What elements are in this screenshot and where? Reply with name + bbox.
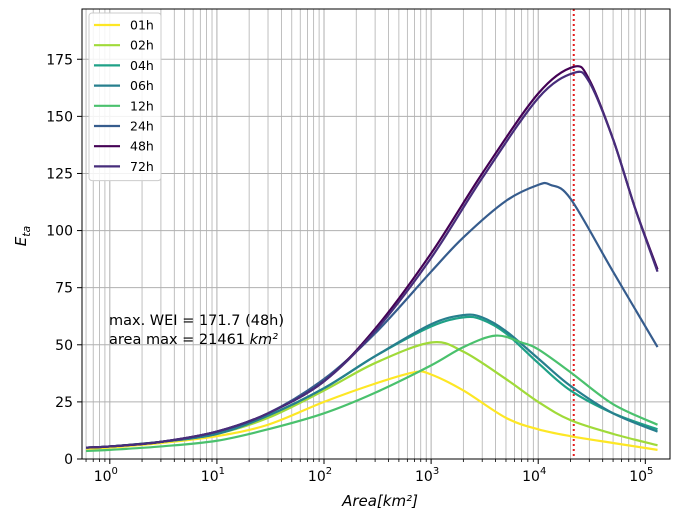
y-tick-label: 175	[46, 52, 73, 68]
legend-label-12h: 12h	[130, 98, 154, 113]
y-tick-label: 100	[46, 224, 73, 240]
x-tick-label: 103	[415, 466, 439, 485]
axes	[81, 8, 671, 460]
plot-frame	[81, 8, 671, 460]
x-tick-label: 101	[201, 466, 225, 485]
series-line-12h	[85, 334, 658, 453]
y-tick-label: 150	[46, 109, 73, 125]
annotation: max. WEI = 171.7 (48h) area max = 21461 …	[109, 313, 284, 348]
y-tick-label: 125	[46, 166, 73, 182]
series-line-72h	[85, 70, 659, 449]
legend-label-24h: 24h	[130, 119, 154, 134]
legend-label-04h: 04h	[130, 58, 154, 73]
annotation-line-2-prefix: area max = 21461	[109, 332, 250, 348]
legend-label-02h: 02h	[130, 38, 154, 53]
legend: 01h 02h 04h 06h 12h 24h 48h 72h	[88, 12, 162, 182]
y-tick-label: 50	[55, 338, 73, 354]
x-tick-label: 102	[308, 466, 332, 485]
x-tick-label: 100	[94, 466, 118, 485]
annotation-line-2-unit: km²	[250, 332, 279, 348]
ticks: 0 25 50 75 100 125 150 175 100 101 102 103 104 105	[46, 52, 653, 485]
legend-label-48h: 48h	[130, 139, 154, 154]
legend-box	[88, 12, 162, 182]
y-tick-label: 0	[64, 452, 73, 468]
x-tick-label: 105	[629, 466, 653, 485]
legend-label-01h: 01h	[130, 18, 154, 33]
annotation-line-2: area max = 21461 km²	[109, 332, 278, 348]
series-lines	[85, 65, 659, 453]
x-axis-label: Area[km²]	[341, 492, 418, 510]
annotation-line-1: max. WEI = 171.7 (48h)	[109, 313, 284, 329]
y-tick-label: 75	[55, 281, 73, 297]
x-tick-label: 104	[522, 466, 546, 485]
series-line-01h	[85, 370, 658, 451]
legend-label-06h: 06h	[130, 78, 154, 93]
legend-label-72h: 72h	[130, 159, 154, 174]
y-axis-label: Eta	[12, 225, 33, 246]
y-tick-label: 25	[55, 395, 73, 411]
